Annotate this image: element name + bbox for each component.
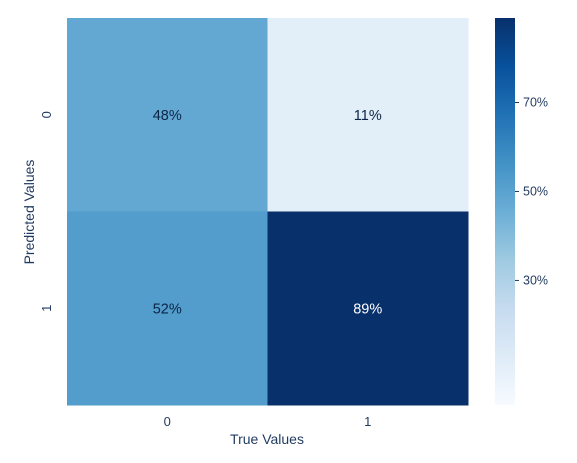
- x-tick-label: 0: [164, 414, 171, 429]
- cell-value-label: 52%: [153, 301, 182, 317]
- heatmap-cells: 48% 11% 52% 89%: [67, 18, 469, 406]
- y-axis-title: Predicted Values: [21, 160, 37, 265]
- colorbar-tick-label: 30%: [523, 273, 548, 287]
- x-axis-title: True Values: [230, 431, 304, 447]
- y-tick-label: 1: [39, 305, 54, 312]
- colorbar-ticks: 30% 50% 70%: [515, 96, 548, 287]
- cell-value-label: 89%: [353, 301, 382, 317]
- heatmap-cell: [267, 211, 469, 406]
- heatmap-cell: [67, 18, 268, 212]
- colorbar-tick-label: 50%: [523, 184, 548, 198]
- cell-value-label: 11%: [354, 108, 382, 124]
- heatmap-cell: [267, 18, 469, 212]
- colorbar-tick-label: 70%: [523, 96, 548, 110]
- y-tick-label: 0: [39, 111, 54, 118]
- y-tick-labels: 01: [39, 111, 54, 312]
- heatmap-cell: [67, 211, 268, 406]
- colorbar: [495, 18, 515, 405]
- x-tick-label: 1: [364, 414, 371, 429]
- cell-value-label: 48%: [153, 108, 182, 124]
